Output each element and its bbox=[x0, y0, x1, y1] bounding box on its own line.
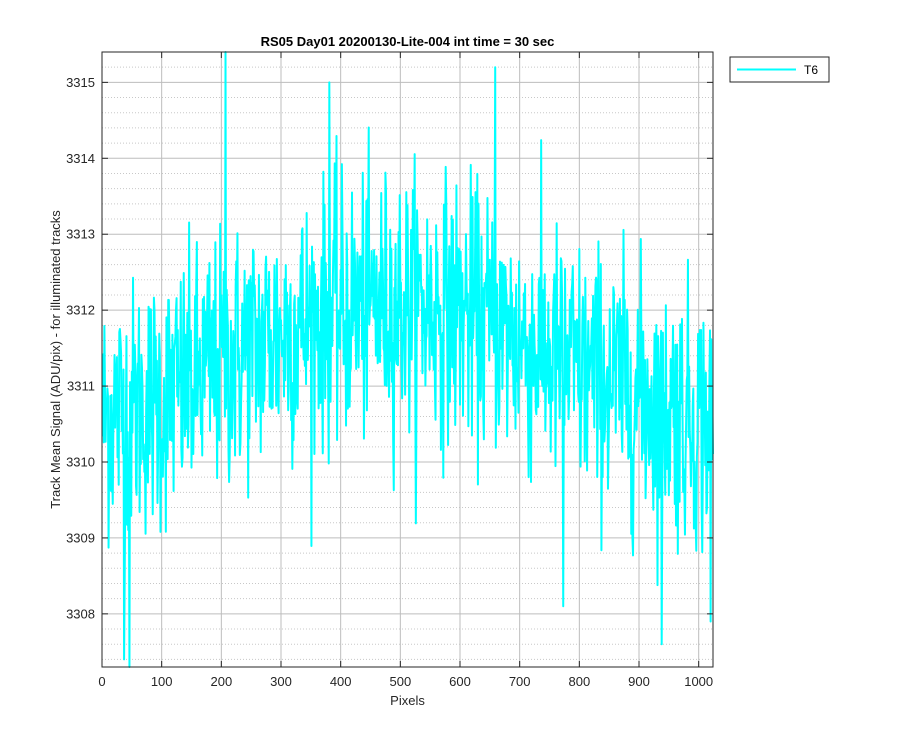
chart-title: RS05 Day01 20200130-Lite-004 int time = … bbox=[261, 34, 555, 49]
y-tick-label: 3310 bbox=[66, 455, 95, 470]
legend-label-t6: T6 bbox=[804, 63, 818, 77]
x-tick-label: 900 bbox=[628, 674, 650, 689]
x-tick-label: 100 bbox=[151, 674, 173, 689]
ticks: 0 100 200 300 400 500 600 700 800 900 1000 3308 3309… bbox=[66, 52, 713, 689]
y-tick-label: 3312 bbox=[66, 303, 95, 318]
legend: T6 bbox=[729, 56, 830, 83]
x-tick-label: 700 bbox=[509, 674, 531, 689]
y-tick-label: 3314 bbox=[66, 151, 95, 166]
y-tick-label: 3315 bbox=[66, 75, 95, 90]
x-tick-label: 200 bbox=[210, 674, 232, 689]
x-tick-label: 500 bbox=[389, 674, 411, 689]
x-tick-label: 800 bbox=[568, 674, 590, 689]
x-tick-label: 300 bbox=[270, 674, 292, 689]
x-tick-label: 400 bbox=[330, 674, 352, 689]
y-tick-label: 3311 bbox=[67, 379, 95, 394]
x-tick-label: 0 bbox=[98, 674, 105, 689]
y-tick-label: 3308 bbox=[66, 606, 95, 621]
axes-box bbox=[101, 51, 714, 668]
x-axis-label: Pixels bbox=[390, 693, 425, 708]
series-layer bbox=[101, 51, 714, 668]
x-tick-label: 1000 bbox=[684, 674, 713, 689]
y-tick-label: 3309 bbox=[66, 530, 95, 545]
x-tick-label: 600 bbox=[449, 674, 471, 689]
series-line-t6 bbox=[101, 51, 714, 668]
y-tick-label: 3313 bbox=[66, 227, 95, 242]
y-axis-label: Track Mean Signal (ADU/pix) - for illumi… bbox=[48, 210, 63, 509]
